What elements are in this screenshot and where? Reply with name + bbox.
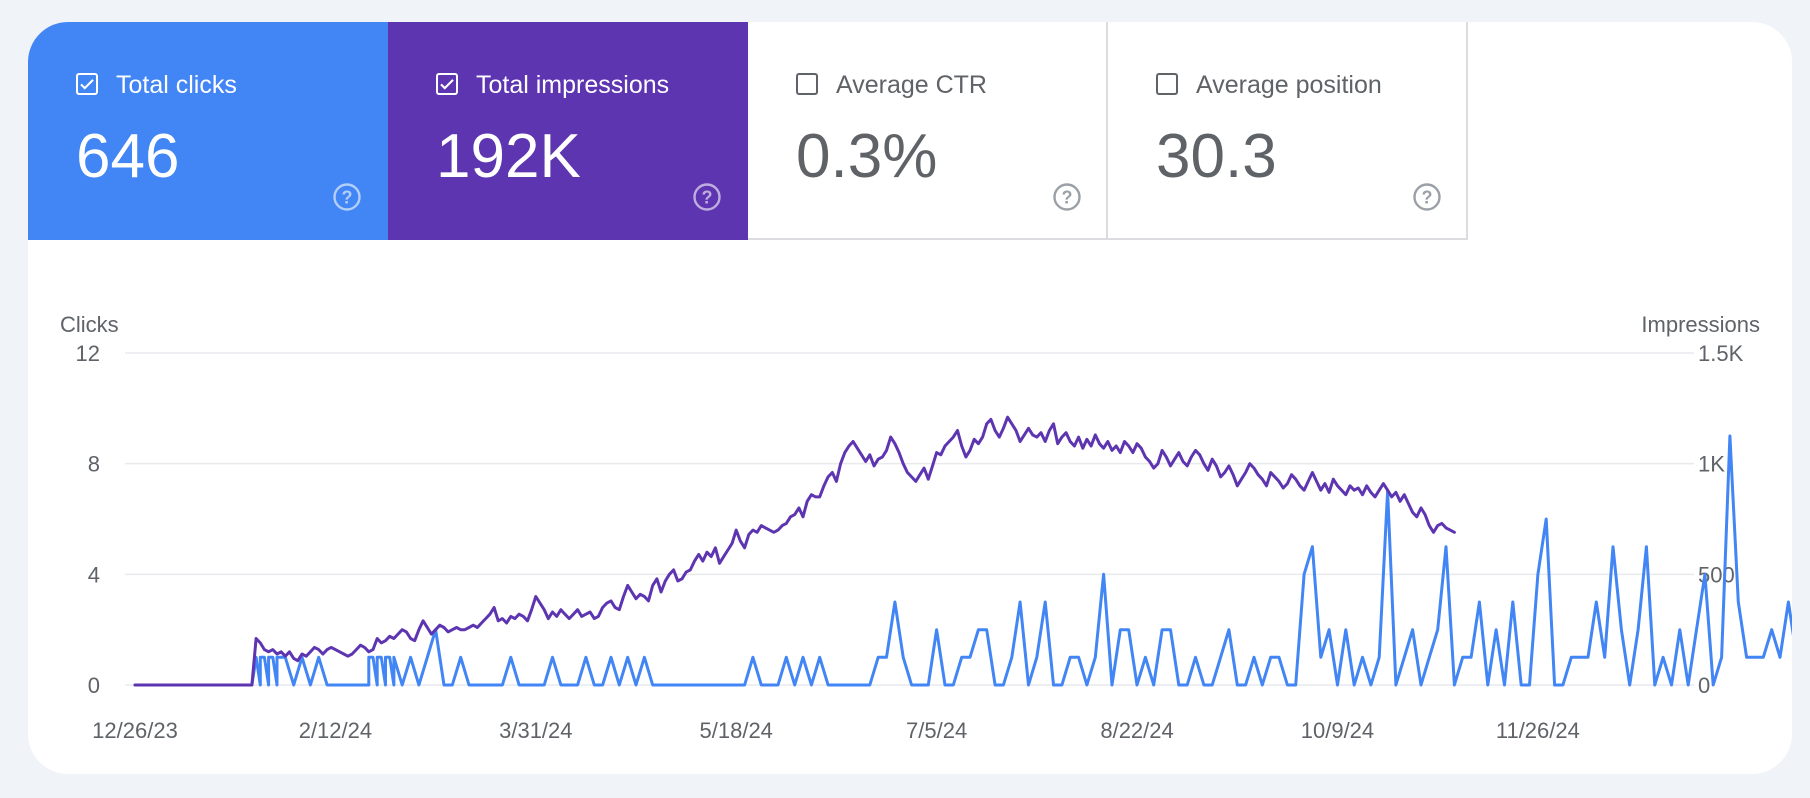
svg-text:?: ? [702,188,713,208]
tile-value: 30.3 [1156,122,1277,191]
x-tick-label: 12/26/23 [92,718,178,743]
tile-label: Average CTR [836,71,987,99]
checkbox-checked-icon[interactable] [436,73,458,95]
y-left-tick-label: 8 [88,452,100,477]
x-tick-label: 11/26/24 [1496,718,1580,743]
svg-text:?: ? [1422,188,1433,208]
svg-text:?: ? [1062,188,1073,208]
series-line-clicks [133,434,1792,687]
svg-text:?: ? [342,188,353,208]
help-icon[interactable]: ? [1412,182,1442,212]
y-right-tick-label: 1K [1698,452,1725,477]
x-tick-label: 3/31/24 [499,718,572,743]
y-left-tick-label: 4 [88,562,100,587]
tile-total-clicks[interactable]: Total clicks 646 ? [28,22,388,240]
checkbox-unchecked-icon[interactable] [1156,73,1178,95]
performance-panel: Total clicks 646 ? Total impressions 192… [28,22,1792,774]
tile-total-impressions[interactable]: Total impressions 192K ? [388,22,748,240]
help-icon[interactable]: ? [1052,182,1082,212]
tile-average-ctr[interactable]: Average CTR 0.3% ? [748,22,1108,240]
y-right-tick-label: 0 [1698,673,1710,698]
metric-tiles: Total clicks 646 ? Total impressions 192… [28,22,1468,240]
checkbox-checked-icon[interactable] [76,73,98,95]
y-left-axis-title: Clicks [60,312,119,337]
y-left-tick-label: 0 [88,673,100,698]
tile-label: Average position [1196,71,1382,99]
x-tick-label: 2/12/24 [299,718,372,743]
tile-value: 0.3% [796,122,938,191]
x-tick-label: 5/18/24 [700,718,773,743]
x-tick-label: 7/5/24 [906,718,967,743]
y-right-axis-title: Impressions [1641,312,1760,337]
help-icon[interactable]: ? [332,182,362,212]
tile-label: Total impressions [476,71,670,99]
x-tick-label: 10/9/24 [1301,718,1374,743]
tile-value: 646 [76,122,180,191]
tile-value: 192K [436,122,581,191]
tile-label: Total clicks [116,71,237,99]
series-line-impressions [133,415,1456,687]
y-right-tick-label: 1.5K [1698,341,1744,366]
tile-average-position[interactable]: Average position 30.3 ? [1108,22,1468,240]
checkbox-unchecked-icon[interactable] [796,73,818,95]
y-left-tick-label: 12 [76,341,100,366]
help-icon[interactable]: ? [692,182,722,212]
x-tick-label: 8/22/24 [1100,718,1173,743]
